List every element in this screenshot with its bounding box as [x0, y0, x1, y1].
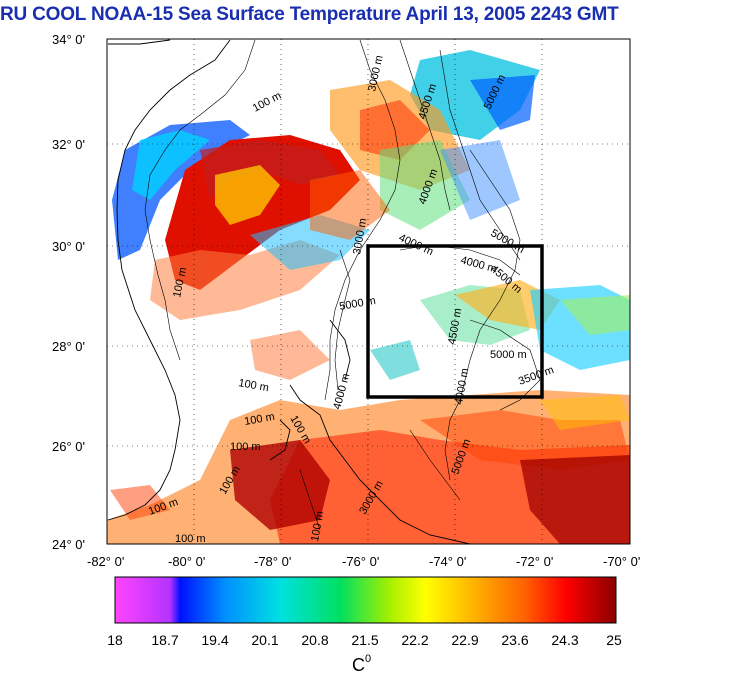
longitude-labels: -82° 0' -80° 0' -78° 0' -76° 0' -74° 0' … [87, 554, 640, 569]
colorbar-tick-21-5: 21.5 [351, 632, 379, 648]
unit-superscript: 0 [365, 653, 372, 665]
lat-label-24: 24° 0' [52, 537, 85, 552]
lon-label-70: -70° 0' [603, 554, 640, 569]
colorbar-tick-18: 18 [107, 632, 123, 648]
lon-label-78: -78° 0' [254, 554, 291, 569]
colorbar-tick-25: 25 [606, 632, 622, 648]
lat-label-32: 32° 0' [52, 137, 85, 152]
lon-label-80: -80° 0' [168, 554, 205, 569]
contour-label-100m-bahamas3: 100 m [230, 441, 261, 453]
latitude-labels: 34° 0' 32° 0' 30° 0' 28° 0' 26° 0' 24° 0… [52, 32, 85, 552]
colorbar-tick-24-3: 24.3 [551, 632, 579, 648]
map-title: RU COOL NOAA-15 Sea Surface Temperature … [0, 4, 619, 25]
lon-label-74: -74° 0' [429, 554, 466, 569]
colorbar [114, 576, 617, 624]
colorbar-tick-22-2: 22.2 [401, 632, 429, 648]
lat-label-28: 28° 0' [52, 339, 85, 354]
colorbar-tick-20-8: 20.8 [301, 632, 329, 648]
contour-label-100m-bottom: 100 m [175, 533, 206, 545]
study-area-box [366, 244, 544, 399]
bathymetry-contours [144, 39, 541, 531]
lat-label-26: 26° 0' [52, 439, 85, 454]
contour-label-5000m-box-s: 5000 m [490, 349, 527, 361]
colorbar-tick-23-6: 23.6 [501, 632, 529, 648]
lat-label-34: 34° 0' [52, 32, 85, 47]
colorbar-tick-22-9: 22.9 [451, 632, 479, 648]
contour-label-100m-bahamas1: 100 m [237, 377, 269, 394]
colorbar-tick-18-7: 18.7 [151, 632, 179, 648]
colorbar-unit: C0 [352, 653, 372, 676]
contour-label-100m-bottom2: 100 m [309, 510, 326, 542]
unit-letter: C [352, 655, 365, 675]
lon-label-72: -72° 0' [516, 554, 553, 569]
plot-frame [106, 38, 631, 545]
colorbar-tick-19-4: 19.4 [201, 632, 229, 648]
lat-label-30: 30° 0' [52, 239, 85, 254]
coastline [107, 39, 471, 544]
lon-label-76: -76° 0' [342, 554, 379, 569]
lon-label-82: -82° 0' [87, 554, 124, 569]
colorbar-tick-20-1: 20.1 [251, 632, 279, 648]
sst-field [107, 50, 630, 544]
contour-label-100m-bahamas2: 100 m [243, 411, 275, 428]
